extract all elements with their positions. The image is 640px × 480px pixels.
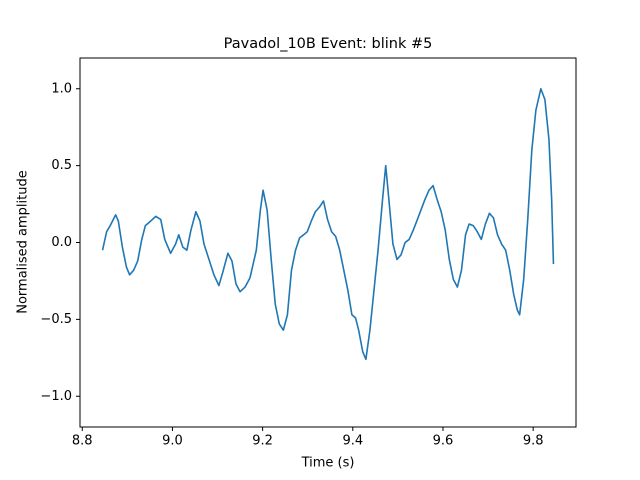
data-line xyxy=(101,87,555,361)
x-axis-label: Time (s) xyxy=(301,456,355,471)
chart-title: Pavadol_10B Event: blink #5 xyxy=(224,36,433,52)
x-tick-label: 9.0 xyxy=(162,434,183,449)
y-tick-label: −0.5 xyxy=(40,312,72,327)
y-tick-label: 0.5 xyxy=(51,158,72,173)
x-tick-label: 8.8 xyxy=(72,434,93,449)
y-tick-label: 0.0 xyxy=(51,235,72,250)
y-axis-label: Normalised amplitude xyxy=(16,170,31,314)
x-tick-label: 9.2 xyxy=(252,434,273,449)
x-tick-label: 9.6 xyxy=(433,434,454,449)
x-tick-label: 9.4 xyxy=(342,434,363,449)
x-tick-label: 9.8 xyxy=(523,434,544,449)
y-tick-label: −1.0 xyxy=(40,389,72,404)
y-tick-label: 1.0 xyxy=(51,81,72,96)
